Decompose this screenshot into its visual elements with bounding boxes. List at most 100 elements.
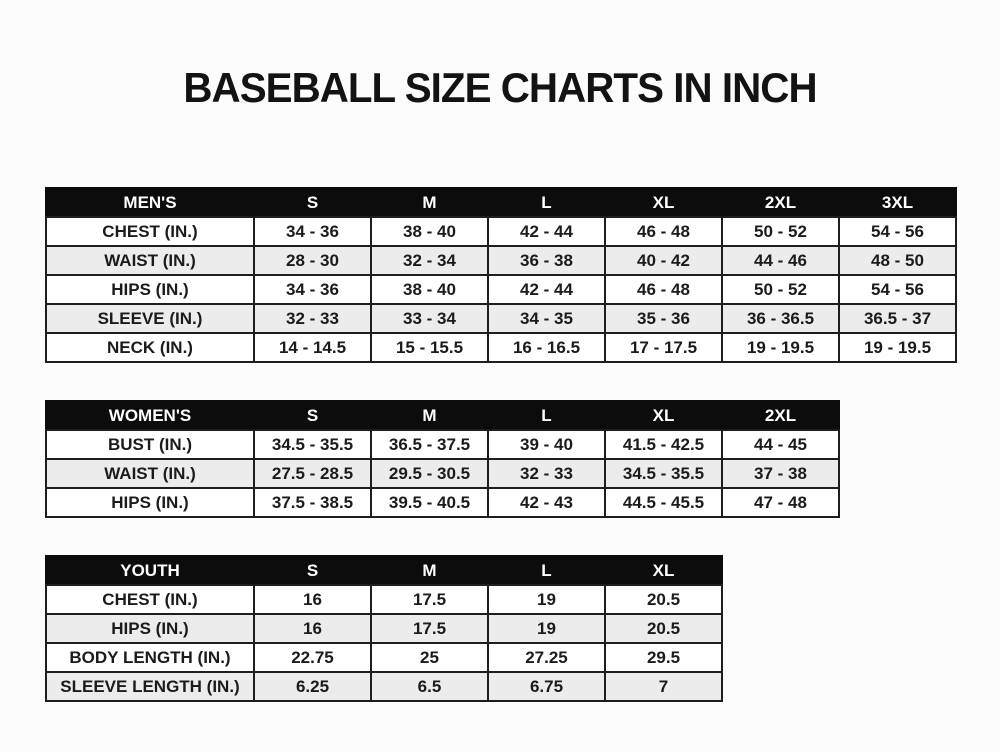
size-value-cell: 36 - 38: [487, 245, 606, 276]
row-label: WAIST (IN.): [45, 458, 255, 489]
size-value-cell: 44.5 - 45.5: [604, 487, 723, 518]
row-label: CHEST (IN.): [45, 584, 255, 615]
column-header-m: M: [370, 187, 489, 218]
size-value-cell: 47 - 48: [721, 487, 840, 518]
column-header-l: L: [487, 555, 606, 586]
row-label: WAIST (IN.): [45, 245, 255, 276]
table-row: BODY LENGTH (IN.) 22.75 25 27.25 29.5: [45, 642, 723, 673]
column-header-xl: XL: [604, 555, 723, 586]
size-value-cell: 16: [253, 584, 372, 615]
size-value-cell: 37.5 - 38.5: [253, 487, 372, 518]
size-value-cell: 6.25: [253, 671, 372, 702]
size-value-cell: 50 - 52: [721, 274, 840, 305]
size-value-cell: 19: [487, 584, 606, 615]
size-value-cell: 14 - 14.5: [253, 332, 372, 363]
column-header-l: L: [487, 187, 606, 218]
size-value-cell: 42 - 44: [487, 216, 606, 247]
size-value-cell: 32 - 34: [370, 245, 489, 276]
size-value-cell: 34 - 36: [253, 216, 372, 247]
youth-size-table: YOUTH S M L XL CHEST (IN.) 16 17.5 19 20.5 HIPS (I…: [45, 555, 723, 702]
womens-size-table: WOMEN'S S M L XL 2XL BUST (IN.) 34.5 - 35.5 36.5…: [45, 400, 840, 518]
size-value-cell: 42 - 43: [487, 487, 606, 518]
size-value-cell: 44 - 45: [721, 429, 840, 460]
size-value-cell: 28 - 30: [253, 245, 372, 276]
table-row: WAIST (IN.) 27.5 - 28.5 29.5 - 30.5 32 - 33…: [45, 458, 840, 489]
size-value-cell: 6.5: [370, 671, 489, 702]
mens-table-title: MEN'S: [45, 187, 255, 218]
mens-header-row: MEN'S S M L XL 2XL 3XL: [45, 187, 957, 218]
size-value-cell: 6.75: [487, 671, 606, 702]
table-row: WAIST (IN.) 28 - 30 32 - 34 36 - 38 40 - 42 4…: [45, 245, 957, 276]
row-label: HIPS (IN.): [45, 613, 255, 644]
size-value-cell: 42 - 44: [487, 274, 606, 305]
size-value-cell: 16: [253, 613, 372, 644]
size-value-cell: 46 - 48: [604, 274, 723, 305]
row-label: CHEST (IN.): [45, 216, 255, 247]
size-value-cell: 20.5: [604, 613, 723, 644]
size-value-cell: 32 - 33: [253, 303, 372, 334]
size-value-cell: 38 - 40: [370, 274, 489, 305]
size-value-cell: 19 - 19.5: [721, 332, 840, 363]
size-value-cell: 16 - 16.5: [487, 332, 606, 363]
size-value-cell: 36 - 36.5: [721, 303, 840, 334]
row-label: SLEEVE (IN.): [45, 303, 255, 334]
row-label: HIPS (IN.): [45, 487, 255, 518]
size-value-cell: 33 - 34: [370, 303, 489, 334]
table-row: CHEST (IN.) 16 17.5 19 20.5: [45, 584, 723, 615]
size-value-cell: 19 - 19.5: [838, 332, 957, 363]
page-title: BASEBALL SIZE CHARTS IN INCH: [183, 64, 817, 111]
size-value-cell: 7: [604, 671, 723, 702]
size-value-cell: 41.5 - 42.5: [604, 429, 723, 460]
size-value-cell: 44 - 46: [721, 245, 840, 276]
table-row: SLEEVE LENGTH (IN.) 6.25 6.5 6.75 7: [45, 671, 723, 702]
column-header-s: S: [253, 555, 372, 586]
column-header-3xl: 3XL: [838, 187, 957, 218]
size-value-cell: 29.5: [604, 642, 723, 673]
size-value-cell: 34.5 - 35.5: [604, 458, 723, 489]
size-value-cell: 17 - 17.5: [604, 332, 723, 363]
table-row: CHEST (IN.) 34 - 36 38 - 40 42 - 44 46 - 48 5…: [45, 216, 957, 247]
size-value-cell: 48 - 50: [838, 245, 957, 276]
column-header-l: L: [487, 400, 606, 431]
table-row: HIPS (IN.) 34 - 36 38 - 40 42 - 44 46 - 48 50…: [45, 274, 957, 305]
size-value-cell: 25: [370, 642, 489, 673]
size-value-cell: 20.5: [604, 584, 723, 615]
size-value-cell: 54 - 56: [838, 216, 957, 247]
size-value-cell: 32 - 33: [487, 458, 606, 489]
size-value-cell: 17.5: [370, 584, 489, 615]
table-row: BUST (IN.) 34.5 - 35.5 36.5 - 37.5 39 - 40 4…: [45, 429, 840, 460]
size-value-cell: 22.75: [253, 642, 372, 673]
size-value-cell: 27.5 - 28.5: [253, 458, 372, 489]
size-value-cell: 34 - 36: [253, 274, 372, 305]
table-row: SLEEVE (IN.) 32 - 33 33 - 34 34 - 35 35 - 36…: [45, 303, 957, 334]
column-header-s: S: [253, 187, 372, 218]
column-header-xl: XL: [604, 187, 723, 218]
size-value-cell: 36.5 - 37.5: [370, 429, 489, 460]
size-value-cell: 34.5 - 35.5: [253, 429, 372, 460]
table-row: HIPS (IN.) 16 17.5 19 20.5: [45, 613, 723, 644]
size-value-cell: 37 - 38: [721, 458, 840, 489]
size-value-cell: 40 - 42: [604, 245, 723, 276]
size-value-cell: 19: [487, 613, 606, 644]
column-header-xl: XL: [604, 400, 723, 431]
womens-header-row: WOMEN'S S M L XL 2XL: [45, 400, 840, 431]
size-value-cell: 27.25: [487, 642, 606, 673]
row-label: BODY LENGTH (IN.): [45, 642, 255, 673]
table-row: HIPS (IN.) 37.5 - 38.5 39.5 - 40.5 42 - 43 4…: [45, 487, 840, 518]
row-label: HIPS (IN.): [45, 274, 255, 305]
size-value-cell: 15 - 15.5: [370, 332, 489, 363]
youth-table-title: YOUTH: [45, 555, 255, 586]
size-value-cell: 39.5 - 40.5: [370, 487, 489, 518]
size-value-cell: 17.5: [370, 613, 489, 644]
size-value-cell: 39 - 40: [487, 429, 606, 460]
size-value-cell: 36.5 - 37: [838, 303, 957, 334]
size-value-cell: 34 - 35: [487, 303, 606, 334]
size-value-cell: 54 - 56: [838, 274, 957, 305]
size-value-cell: 35 - 36: [604, 303, 723, 334]
row-label: SLEEVE LENGTH (IN.): [45, 671, 255, 702]
size-value-cell: 50 - 52: [721, 216, 840, 247]
column-header-2xl: 2XL: [721, 400, 840, 431]
mens-size-table: MEN'S S M L XL 2XL 3XL CHEST (IN.) 34 - 36 38 - 4…: [45, 187, 957, 363]
table-row: NECK (IN.) 14 - 14.5 15 - 15.5 16 - 16.5 17 …: [45, 332, 957, 363]
column-header-s: S: [253, 400, 372, 431]
